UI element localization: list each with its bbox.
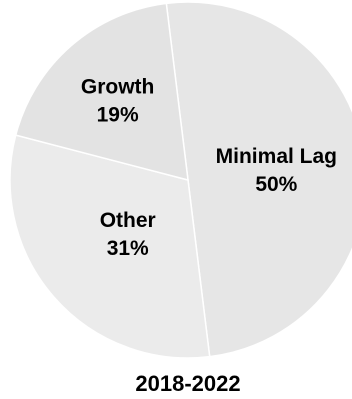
pie-slice-growth — [14, 2, 189, 182]
slice-value-label: 50% — [255, 173, 297, 196]
pie-slice-minimal-lag — [165, 1, 352, 358]
pie-slice-other — [9, 134, 211, 359]
slice-label: Other — [100, 209, 156, 232]
pie-labels: Minimal Lag 50% Other 31% Growth 19% — [81, 76, 337, 260]
slice-value-label: 19% — [97, 104, 139, 127]
slice-label: Growth — [81, 76, 155, 99]
slice-value-label: 31% — [107, 237, 149, 260]
chart-title: 2018-2022 — [135, 371, 240, 396]
pie-slices — [9, 1, 352, 359]
slice-label: Minimal Lag — [216, 145, 337, 168]
